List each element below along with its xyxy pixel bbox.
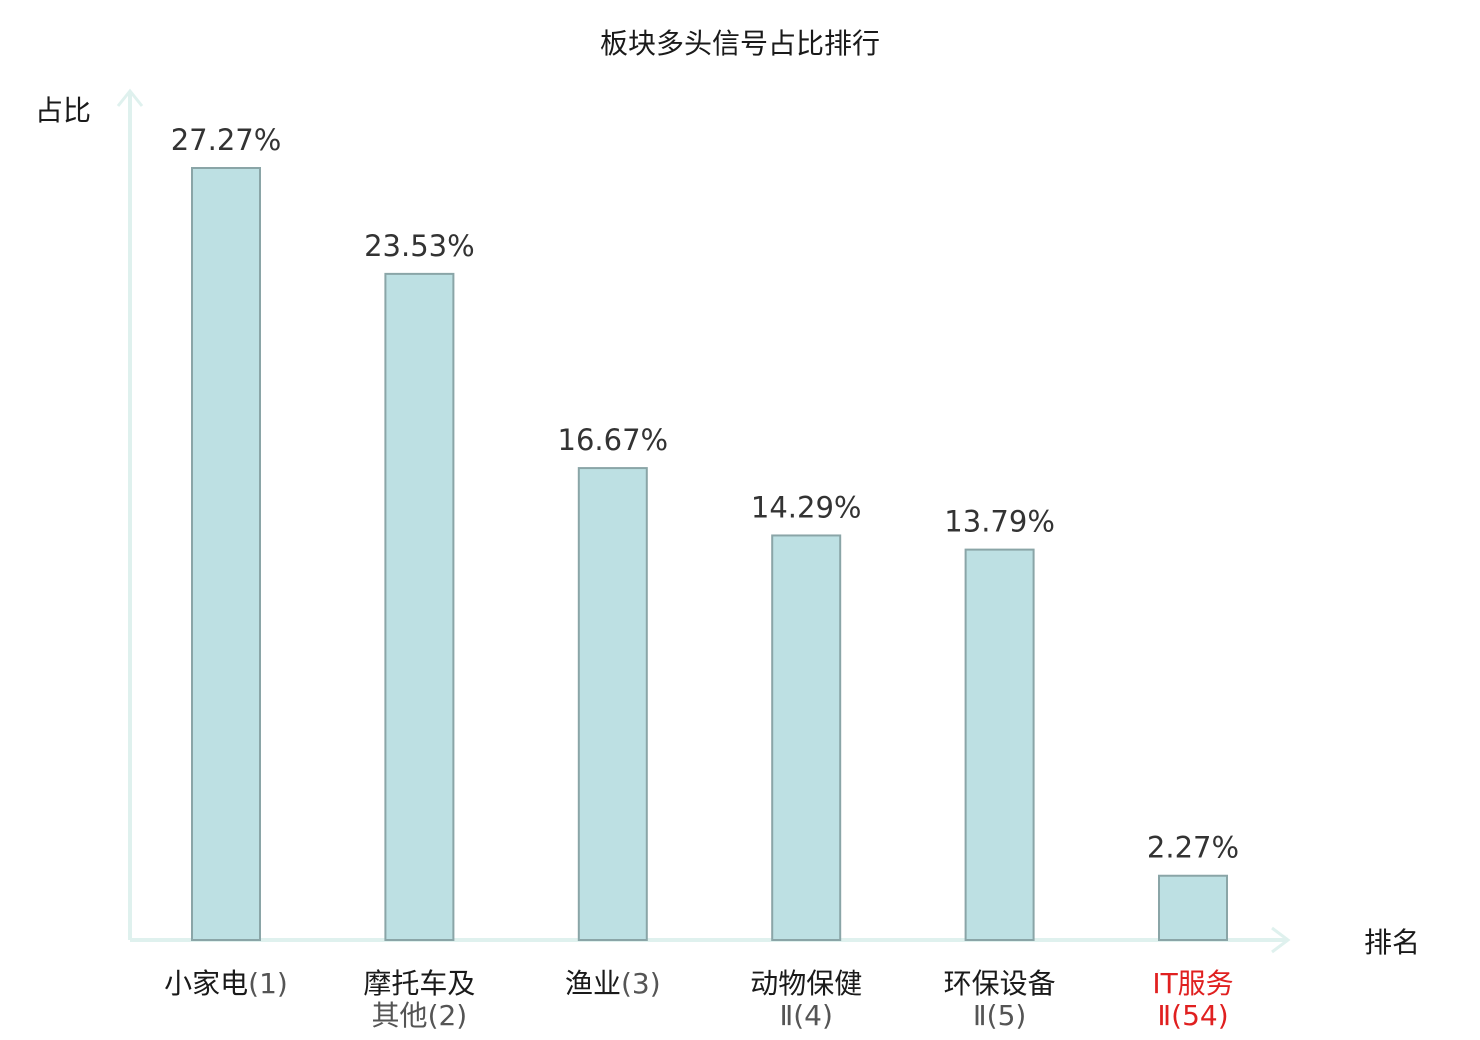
bar: [771, 534, 842, 941]
bar: [384, 272, 455, 942]
data-label: 16.67%: [558, 423, 669, 457]
data-label: 23.53%: [364, 229, 475, 263]
data-label: 14.29%: [751, 490, 862, 524]
data-label: 2.27%: [1147, 831, 1239, 865]
category-tick-label: 环保设备 Ⅱ(5): [944, 967, 1056, 1032]
bar: [1158, 874, 1228, 941]
bar: [964, 548, 1035, 941]
x-axis-arrow: [1271, 926, 1291, 954]
category-tick-label: 摩托车及其他(2): [363, 967, 475, 1032]
bars-group: [191, 167, 1228, 942]
bar: [577, 467, 648, 941]
x-axis-label: 排名: [1364, 926, 1420, 959]
data-label: 13.79%: [944, 505, 1055, 539]
category-tick-label: IT服务 Ⅱ(54): [1152, 967, 1233, 1032]
y-axis-label: 占比: [35, 94, 91, 127]
value-labels-group: 27.27% 23.53% 16.67% 14.29% 13.79% 2.27%: [171, 123, 1239, 865]
data-label: 27.27%: [171, 123, 282, 157]
y-axis-arrow: [116, 88, 144, 107]
category-labels-group: 小家电(1) 摩托车及其他(2) 渔业(3) 动物保健 Ⅱ(4) 环保设备 Ⅱ(5) IT服务…: [164, 967, 1234, 1032]
chart-title: 板块多头信号占比排行: [600, 27, 880, 60]
category-tick-label: 小家电(1): [164, 967, 288, 1000]
category-tick-label: 渔业(3): [565, 967, 661, 1000]
bar: [191, 167, 261, 941]
category-tick-label: 动物保健 Ⅱ(4): [750, 967, 862, 1032]
